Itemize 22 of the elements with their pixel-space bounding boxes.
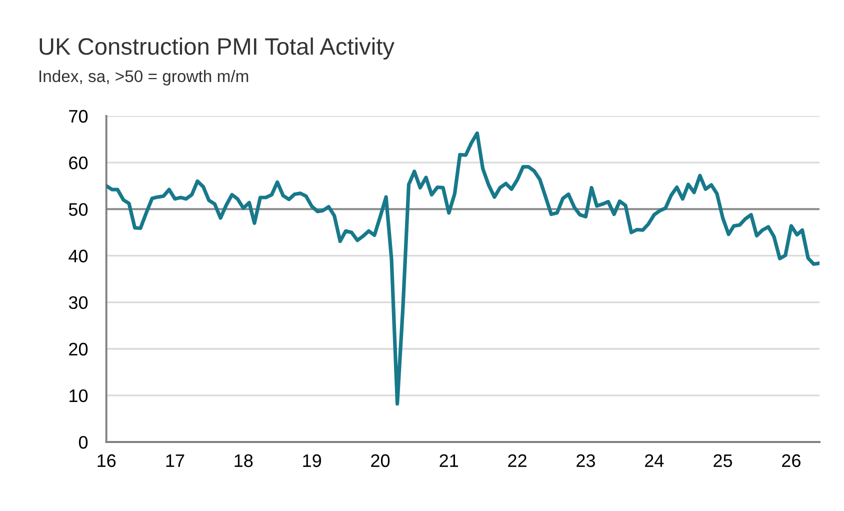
x-tick-label: 20 [371, 454, 390, 468]
x-tick-label: 23 [576, 454, 595, 468]
y-tick-label: 50 [68, 203, 88, 216]
y-tick-label: 30 [68, 296, 88, 310]
x-tick-label: 25 [714, 454, 732, 468]
x-tick-label: 19 [303, 454, 322, 468]
line-series [106, 131, 820, 406]
x-tick-label: 22 [508, 454, 526, 467]
chart-subtitle: Index, sa, >50 = growth m/m [40, 70, 248, 86]
chart-title: UK Construction PMI Total Activity [40, 38, 394, 60]
x-tick-label: 16 [98, 454, 116, 468]
x-tick-label: 24 [645, 454, 664, 467]
x-tick-label: 21 [440, 454, 458, 467]
x-tick-label: 26 [782, 454, 800, 468]
y-tick-label: 60 [69, 156, 88, 170]
y-tick-label: 40 [68, 250, 88, 262]
y-tick-label: 70 [69, 110, 88, 123]
x-tick-label: 18 [234, 454, 253, 468]
y-tick-label: 10 [70, 389, 88, 402]
y-tick-label: 20 [69, 342, 88, 356]
y-tick-label: 0 [78, 436, 88, 449]
x-tick-label: 17 [166, 454, 184, 467]
